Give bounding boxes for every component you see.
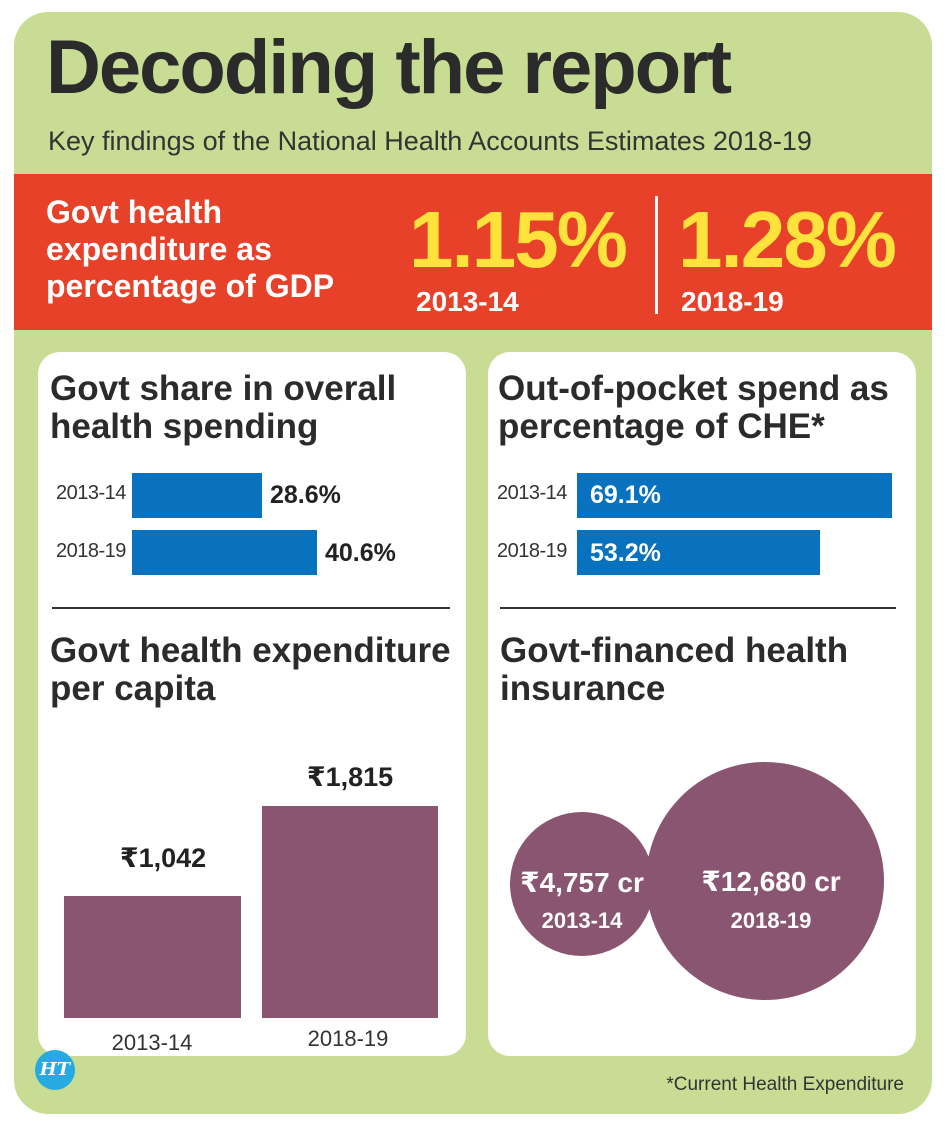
per-capita-value-1: ₹1,815 xyxy=(306,762,394,792)
footnote: *Current Health Expenditure xyxy=(666,1074,904,1095)
gdp-stat-year-2013: 2013-14 xyxy=(416,286,519,317)
insurance-cat-1: 2018-19 xyxy=(730,908,812,933)
gdp-stat-year-2018: 2018-19 xyxy=(681,286,784,317)
oop-bar-0 xyxy=(577,473,892,518)
govt-share-value-0: 28.6% xyxy=(270,481,341,509)
oop-value-0: 69.1% xyxy=(590,481,661,509)
oop-cat-0: 2013-14 xyxy=(497,482,567,504)
per-capita-cat-1: 2018-19 xyxy=(307,1026,389,1051)
insurance-bubble-1 xyxy=(646,762,884,1000)
insurance-value-1: ₹12,680 cr xyxy=(701,866,841,897)
govt-share-bar-0 xyxy=(132,473,262,518)
govt-share-cat-0: 2013-14 xyxy=(56,482,126,504)
left-divider xyxy=(52,607,450,609)
govt-share-value-1: 40.6% xyxy=(325,539,396,567)
gdp-band-divider xyxy=(655,196,658,314)
per-capita-value-0: ₹1,042 xyxy=(119,843,207,873)
gdp-stat-value-2013: 1.15% xyxy=(409,195,628,284)
insurance-bubble-0 xyxy=(510,812,654,956)
govt-share-bar-1 xyxy=(132,530,317,575)
gdp-band: Govt health expenditure as percentage of… xyxy=(14,174,932,330)
ht-logo-icon: HT xyxy=(35,1050,75,1090)
oop-value-1: 53.2% xyxy=(590,539,661,567)
right-divider xyxy=(500,607,896,609)
per-capita-title: Govt health expenditure per capita xyxy=(50,631,451,708)
govt-share-title: Govt share in overall health spending xyxy=(50,369,397,446)
gdp-stat-value-2018: 1.28% xyxy=(678,195,897,284)
oop-bar-1 xyxy=(577,530,820,575)
left-panel: Govt share in overall health spending 20… xyxy=(38,352,466,1056)
per-capita-cat-0: 2013-14 xyxy=(111,1030,193,1055)
infographic-frame: Decoding the report Key findings of the … xyxy=(14,12,932,1114)
oop-title: Out-of-pocket spend as percentage of CHE… xyxy=(498,369,889,446)
page-subtitle: Key findings of the National Health Acco… xyxy=(48,126,812,156)
per-capita-bar-1 xyxy=(262,806,438,1018)
oop-cat-1: 2018-19 xyxy=(497,540,567,562)
page-title: Decoding the report xyxy=(46,25,732,110)
insurance-cat-0: 2013-14 xyxy=(541,908,623,933)
gdp-band-label: Govt health expenditure as percentage of… xyxy=(46,194,335,304)
per-capita-bar-0 xyxy=(64,896,241,1018)
insurance-title: Govt-financed health insurance xyxy=(500,631,849,708)
right-panel: Out-of-pocket spend as percentage of CHE… xyxy=(488,352,916,1056)
govt-share-cat-1: 2018-19 xyxy=(56,540,126,562)
insurance-value-0: ₹4,757 cr xyxy=(520,867,644,898)
